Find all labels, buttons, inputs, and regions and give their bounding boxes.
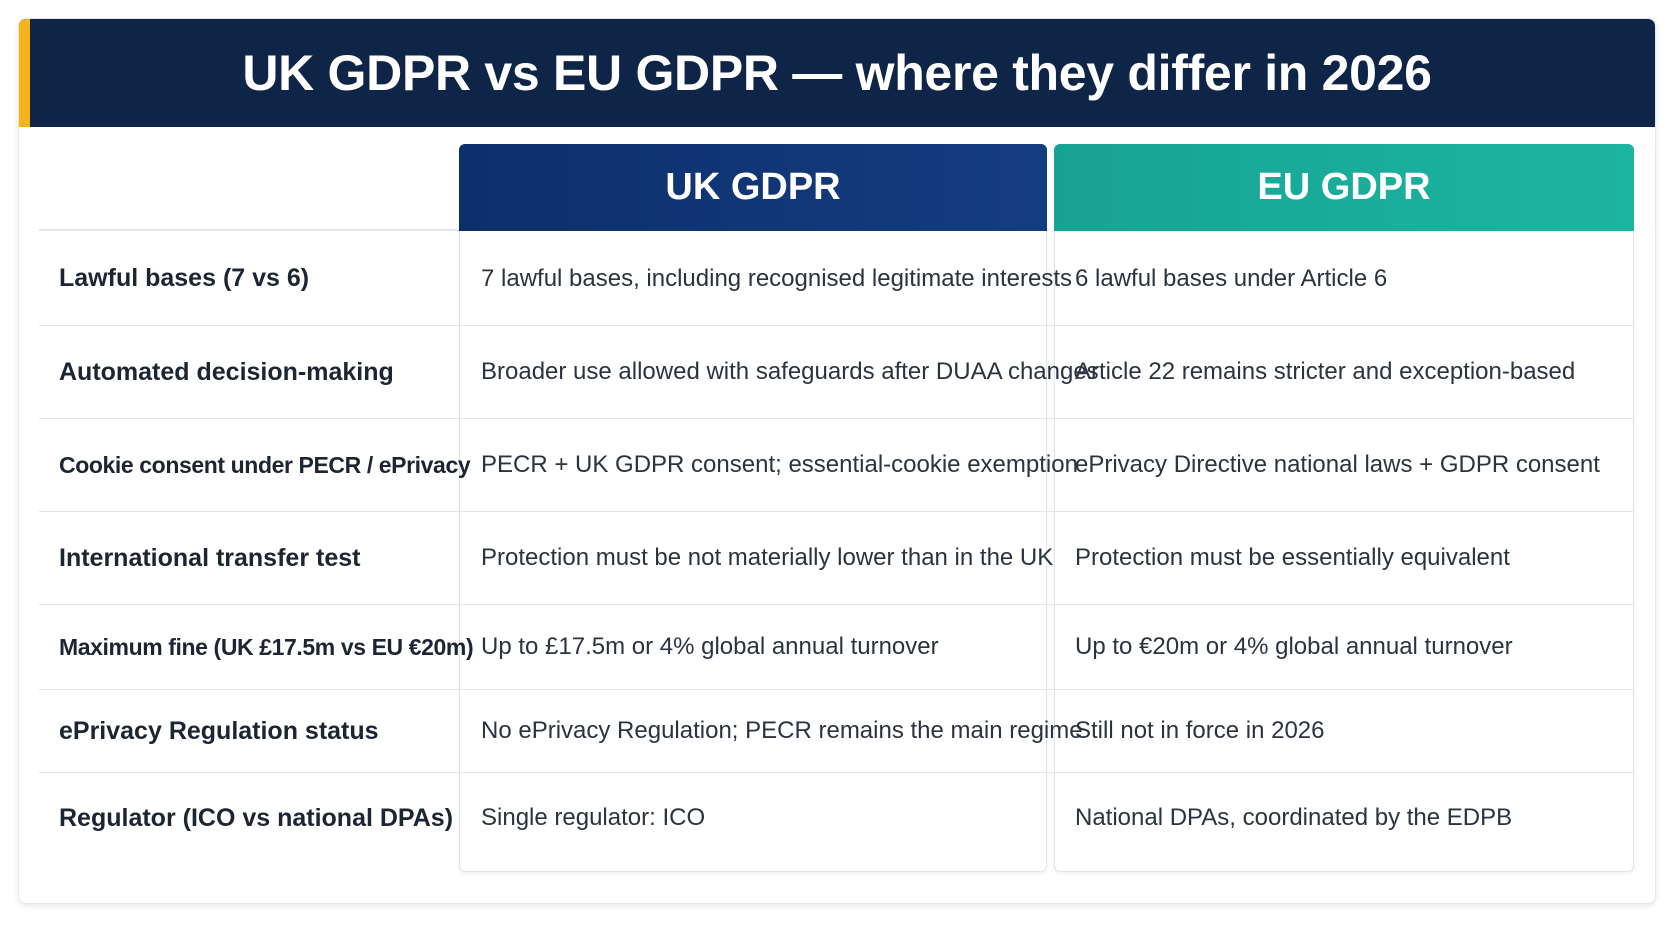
eu-cell: National DPAs, coordinated by the EDPB: [1075, 804, 1513, 831]
table-row-eprivacy-status: ePrivacy Regulation status No ePrivacy R…: [39, 690, 1634, 772]
eu-cell: Up to €20m or 4% global annual turnover: [1075, 633, 1513, 660]
uk-cell: Protection must be not materially lower …: [481, 544, 1054, 571]
column-header-uk-gdpr: UK GDPR: [459, 144, 1047, 231]
table-row-regulator: Regulator (ICO vs national DPAs) Single …: [39, 773, 1634, 863]
eu-cell: Article 22 remains stricter and exceptio…: [1075, 358, 1576, 385]
eu-cell: Protection must be essentially equivalen…: [1075, 544, 1510, 571]
title-bar: UK GDPR vs EU GDPR — where they differ i…: [19, 19, 1655, 127]
row-label: Lawful bases (7 vs 6): [59, 264, 310, 292]
uk-cell: PECR + UK GDPR consent; essential-cookie…: [481, 451, 1078, 478]
column-frame-uk: [459, 231, 1047, 872]
eu-cell: Still not in force in 2026: [1075, 717, 1325, 744]
row-divider: [39, 772, 1634, 773]
row-divider: [39, 325, 1634, 326]
uk-cell: 7 lawful bases, including recognised leg…: [481, 264, 1072, 292]
comparison-card: UK GDPR vs EU GDPR — where they differ i…: [18, 18, 1656, 904]
row-label: Cookie consent under PECR / ePrivacy: [59, 451, 471, 478]
table-row-cookie-consent: Cookie consent under PECR / ePrivacy PEC…: [39, 419, 1634, 511]
eu-cell: 6 lawful bases under Article 6: [1075, 264, 1388, 292]
row-divider: [39, 689, 1634, 690]
uk-cell: Single regulator: ICO: [481, 804, 706, 831]
title-accent-stripe: [19, 19, 30, 127]
table-row-maximum-fine: Maximum fine (UK £17.5m vs EU €20m) Up t…: [39, 605, 1634, 689]
row-divider: [39, 511, 1634, 512]
row-label: ePrivacy Regulation status: [59, 716, 379, 745]
row-divider: [39, 418, 1634, 419]
table-row-international-transfer: International transfer test Protection m…: [39, 512, 1634, 604]
table-row-lawful-bases: Lawful bases (7 vs 6) 7 lawful bases, in…: [39, 232, 1634, 325]
uk-cell: Broader use allowed with safeguards afte…: [481, 358, 1099, 385]
row-divider: [39, 604, 1634, 605]
row-label: International transfer test: [59, 543, 361, 572]
row-label: Regulator (ICO vs national DPAs): [59, 803, 454, 832]
row-label: Automated decision-making: [59, 357, 394, 386]
eu-cell: ePrivacy Directive national laws + GDPR …: [1075, 451, 1600, 478]
page-title: UK GDPR vs EU GDPR — where they differ i…: [242, 45, 1432, 101]
uk-cell: Up to £17.5m or 4% global annual turnove…: [481, 633, 939, 660]
column-header-eu-gdpr: EU GDPR: [1054, 144, 1634, 231]
uk-cell: No ePrivacy Regulation; PECR remains the…: [481, 717, 1083, 744]
row-label: Maximum fine (UK £17.5m vs EU €20m): [59, 633, 474, 660]
header-divider: [39, 229, 459, 231]
table-row-automated-decision-making: Automated decision-making Broader use al…: [39, 326, 1634, 418]
column-frame-eu: [1054, 231, 1634, 872]
